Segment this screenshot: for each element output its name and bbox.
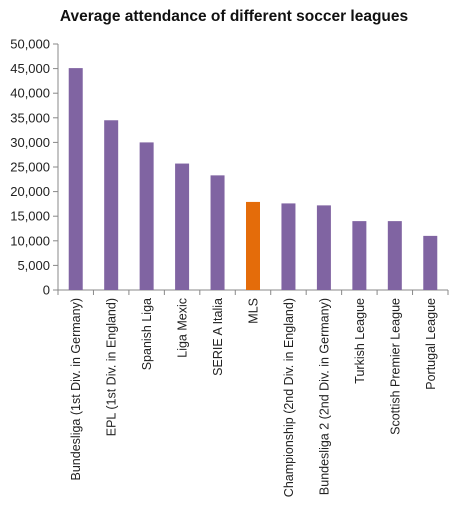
x-tick-label: Portugal League: [424, 298, 438, 390]
bar: [139, 142, 154, 290]
y-tick-label: 35,000: [10, 110, 50, 125]
bar: [210, 175, 225, 290]
y-tick-label: 20,000: [10, 184, 50, 199]
x-tick-label: Spanish Liga: [140, 298, 154, 370]
y-tick-label: 30,000: [10, 135, 50, 150]
x-tick-label: Turkish League: [353, 298, 367, 384]
bar: [387, 221, 402, 290]
y-tick-label: 40,000: [10, 86, 50, 101]
bar: [281, 203, 296, 290]
x-tick-label: SERIE A Italia: [211, 298, 225, 376]
bar: [246, 201, 260, 290]
y-tick-label: 5,000: [17, 258, 50, 273]
x-tick-label: Scottish Premier League: [388, 298, 402, 435]
y-tick-label: 25,000: [10, 160, 50, 175]
bar: [316, 205, 331, 290]
x-tick-label: Liga Mexic: [176, 298, 190, 358]
y-tick-label: 0: [43, 283, 50, 298]
x-tick-label: MLS: [247, 298, 261, 324]
bar: [352, 221, 367, 290]
bar: [68, 68, 83, 290]
x-tick-label: EPL (1st Div. in England): [105, 298, 119, 436]
bar: [423, 235, 438, 290]
x-tick-label: Championship (2nd Div. in England): [282, 298, 296, 497]
bar: [104, 120, 119, 290]
chart-title: Average attendance of different soccer l…: [59, 8, 409, 25]
x-tick-label: Bundesliga 2 (2nd Div. in Germany): [317, 298, 331, 495]
x-tick-label: Bundesliga (1st Div. in Germany): [69, 298, 83, 480]
y-tick-label: 10,000: [10, 233, 50, 248]
bar: [175, 163, 190, 290]
y-tick-label: 50,000: [10, 37, 50, 52]
y-tick-label: 15,000: [10, 209, 50, 224]
y-tick-label: 45,000: [10, 61, 50, 76]
